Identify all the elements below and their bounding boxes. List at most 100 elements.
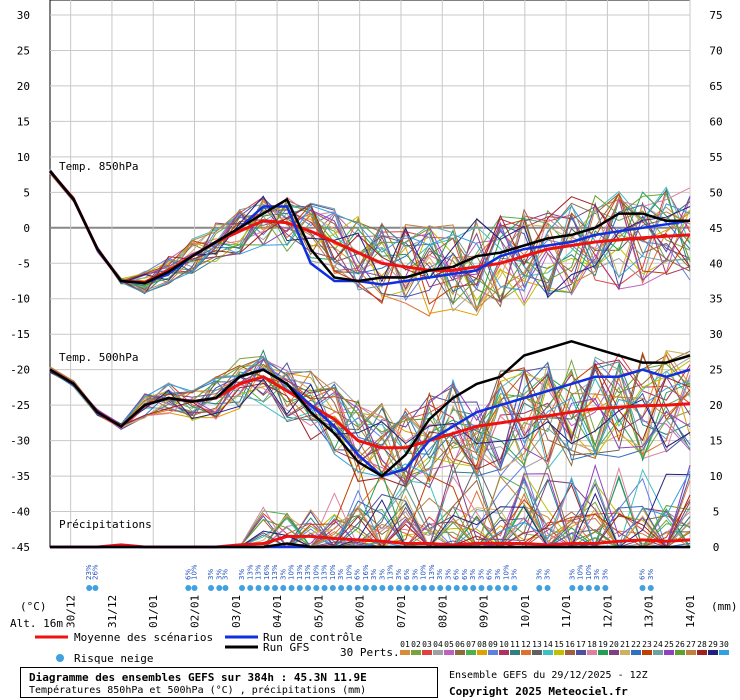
left-tick-label: -30 [10,435,30,448]
left-tick-label: 25 [17,44,30,57]
snow-risk-pct: 26% [91,564,99,580]
snow-risk-pct: 3% [535,569,543,580]
member-label: 17 [576,640,586,649]
snow-risk-pct: 13% [296,564,304,580]
member-swatch [488,650,498,655]
snow-risk-pct: 3% [207,569,215,580]
right-tick-label: 30 [709,328,722,341]
member-swatch [576,650,586,655]
snow-risk-pct: 3% [593,569,601,580]
snowflake-icon [585,585,592,591]
snow-risk-pct: 10% [502,564,510,580]
right-tick-label: 45 [709,222,722,235]
snowflake-icon [478,585,485,591]
snowflake-icon [387,585,394,591]
member-label: 21 [620,640,630,649]
snowflake-icon [305,585,312,591]
member-line-t500 [49,366,691,470]
member-swatch [565,650,575,655]
snow-risk-pct: 13% [255,564,263,580]
snow-risk-pct: 3% [568,569,576,580]
member-swatch [455,650,465,655]
member-label: 14 [543,640,553,649]
snow-risk-pct: 3% [436,569,444,580]
ensemble-info: Ensemble GEFS du 29/12/2025 - 12Z [449,670,648,681]
member-swatch [697,650,707,655]
snowflake-icon [288,585,295,591]
member-label: 26 [675,640,685,649]
snowflake-icon [420,585,427,591]
x-tick-label: 10/01 [519,595,532,628]
member-label: 25 [664,640,674,649]
snowflake-icon [486,585,493,591]
snow-risk-row: 23%26% 6%10% 3% 3%3% 3% 13% 13% 16% 13% 3% 10% 13% 1… [85,564,655,591]
snowflake-icon [536,585,543,591]
member-swatch [686,650,696,655]
right-tick-label: 75 [709,9,722,22]
chart-axes: 302520151050-5-10-15-20-25-30-35-40-4575… [10,9,738,630]
member-label: 13 [532,640,542,649]
legend-label-control: Run de contrôle [263,631,362,644]
x-tick-label: 03/01 [230,595,243,628]
member-swatch [620,650,630,655]
member-label: 24 [653,640,663,649]
member-swatch [532,650,542,655]
left-tick-label: -10 [10,293,30,306]
x-tick-label: 13/01 [643,595,656,628]
snowflake-icon [313,585,320,591]
member-label: 07 [466,640,476,649]
member-label: 03 [422,640,432,649]
snow-risk-pct: 3% [494,569,502,580]
member-line-precip [50,463,690,548]
member-label: 06 [455,640,465,649]
member-label: 15 [554,640,564,649]
snow-risk-pct: 3% [378,569,386,580]
snowflake-icon [495,585,501,591]
legend: Moyenne des scénarios Run de contrôleRun … [35,631,729,665]
member-label: 20 [609,640,619,649]
member-label: 02 [411,640,421,649]
snow-risk-pct: 6% [403,569,411,580]
snowflake-icon [503,585,510,591]
member-label: 09 [488,640,498,649]
snow-risk-pct: 3% [395,569,403,580]
panel-label-t850: Temp. 850hPa [59,160,138,173]
member-swatch [708,650,718,655]
member-label: 29 [708,640,718,649]
legend-label-mean: Moyenne des scénarios [74,631,213,644]
snowflake-icon [445,585,452,591]
right-tick-label: 50 [709,186,722,199]
member-label: 10 [499,640,509,649]
altitude-label: Alt. 16m [10,617,63,630]
snowflake-icon [338,585,345,591]
snowflake-icon [602,585,609,591]
snowflake-icon [191,585,198,591]
snow-risk-pct: 10% [312,564,320,580]
snowflake-icon [412,585,419,591]
snowflake-icon [216,585,223,591]
x-tick-label: 04/01 [271,595,284,628]
snow-risk-pct: 6% [453,569,461,580]
right-tick-label: 15 [709,435,722,448]
member-label: 16 [565,640,575,649]
snowflake-icon [437,585,444,591]
chart-title: Diagramme des ensembles GEFS sur 384h : … [29,671,367,684]
snow-risk-pct: 10% [585,564,593,580]
snowflake-icon [255,585,262,591]
member-line-t500 [49,362,691,488]
snow-risk-pct: 13% [321,564,329,580]
member-swatch [510,650,520,655]
member-swatch [422,650,432,655]
left-tick-label: 0 [23,222,30,235]
snow-risk-pct: 16% [362,564,370,580]
left-tick-label: 5 [23,186,30,199]
member-line-t500 [49,350,691,478]
snowflake-icon [296,585,303,591]
member-line-t500 [49,366,691,470]
snow-risk-pct: 3% [215,569,223,580]
member-swatch [631,650,641,655]
snowflake-icon [428,585,435,591]
x-tick-label: 12/01 [601,595,614,628]
left-tick-label: -35 [10,470,30,483]
right-unit-label: (mm) [711,600,738,613]
